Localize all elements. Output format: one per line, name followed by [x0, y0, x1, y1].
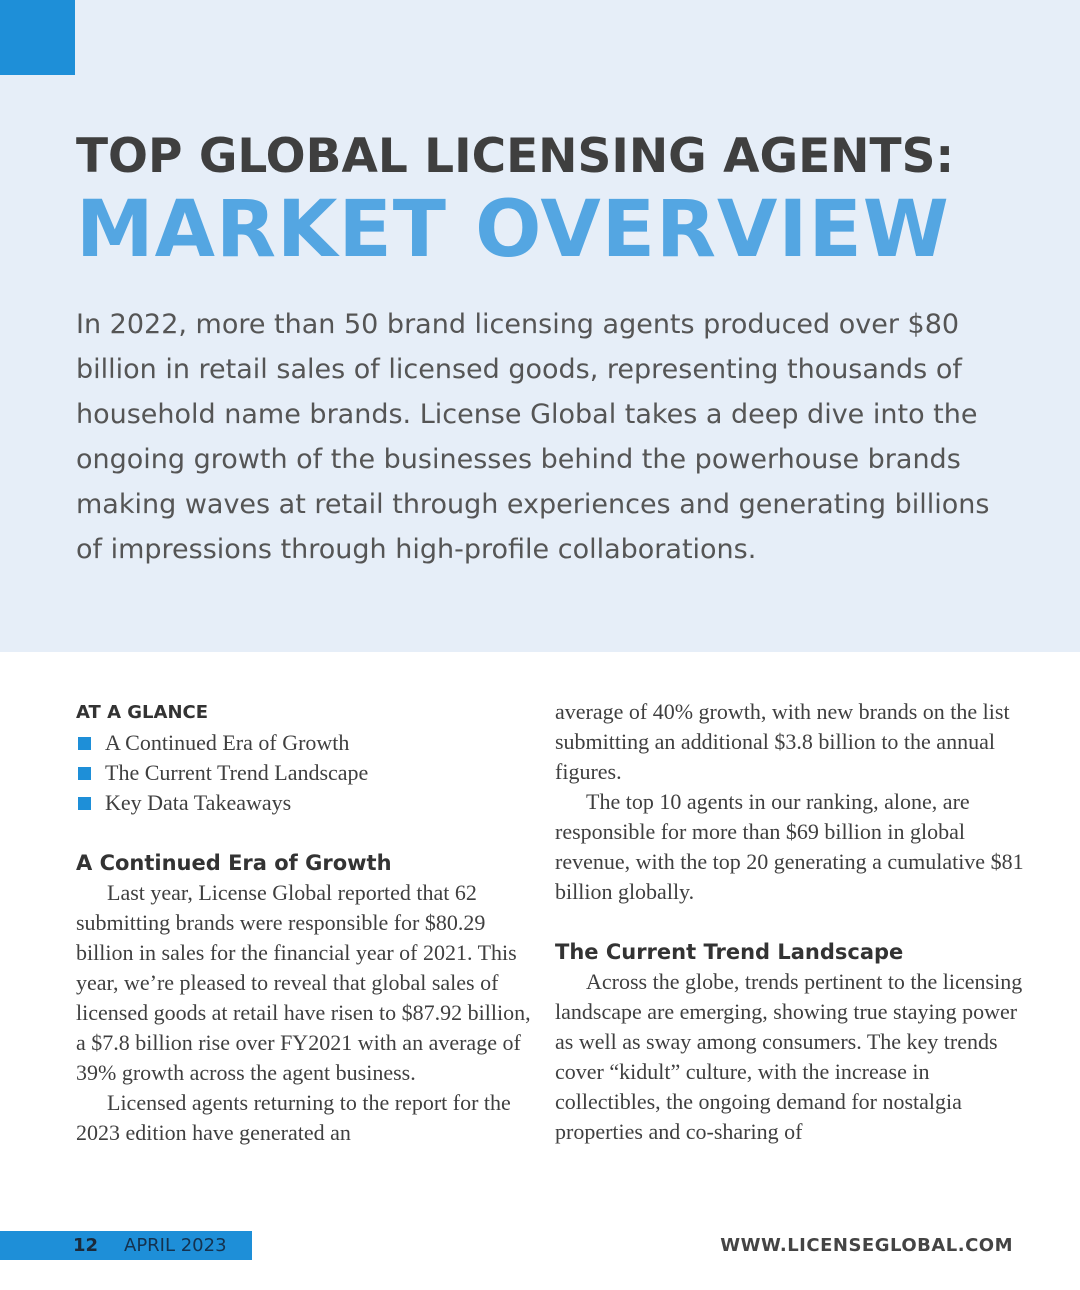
footer-website-link[interactable]: WWW.LICENSEGLOBAL.COM — [720, 1235, 1013, 1256]
footer-accent-bar — [0, 1231, 252, 1260]
square-bullet-icon — [78, 767, 91, 780]
section2-heading: The Current Trend Landscape — [555, 940, 904, 964]
square-bullet-icon — [78, 797, 91, 810]
section2-paragraph-1: Across the globe, trends pertinent to th… — [555, 969, 1023, 1144]
section1-paragraph-1: Last year, License Global reported that … — [76, 880, 531, 1085]
square-bullet-icon — [78, 737, 91, 750]
glance-list: A Continued Era of Growth The Current Tr… — [76, 728, 536, 818]
title-line-2: MARKET OVERVIEW — [76, 185, 950, 275]
glance-item: The Current Trend Landscape — [76, 758, 536, 788]
title-line-1: TOP GLOBAL LICENSING AGENTS: — [76, 129, 955, 184]
intro-paragraph: In 2022, more than 50 brand licensing ag… — [76, 309, 990, 565]
section1-paragraph-2-continued: average of 40% growth, with new brands o… — [555, 699, 1010, 784]
section1-paragraph-2: Licensed agents returning to the report … — [76, 1090, 511, 1145]
corner-accent-block — [0, 0, 75, 75]
section1-heading: A Continued Era of Growth — [76, 851, 392, 875]
issue-date: APRIL 2023 — [124, 1235, 227, 1256]
section1-paragraph-3: The top 10 agents in our ranking, alone,… — [555, 789, 1024, 904]
glance-heading: AT A GLANCE — [76, 702, 209, 723]
glance-item: A Continued Era of Growth — [76, 728, 536, 758]
spacer — [555, 907, 1025, 937]
glance-item-label: A Continued Era of Growth — [105, 730, 350, 755]
hero-panel: TOP GLOBAL LICENSING AGENTS: MARKET OVER… — [0, 0, 1080, 652]
glance-item-label: The Current Trend Landscape — [105, 760, 369, 785]
left-column: AT A GLANCE A Continued Era of Growth Th… — [76, 698, 536, 1148]
right-column: average of 40% growth, with new brands o… — [555, 697, 1025, 1147]
page-number: 12 — [73, 1235, 99, 1256]
glance-item: Key Data Takeaways — [76, 788, 536, 818]
glance-item-label: Key Data Takeaways — [105, 790, 292, 815]
spacer — [76, 818, 536, 848]
